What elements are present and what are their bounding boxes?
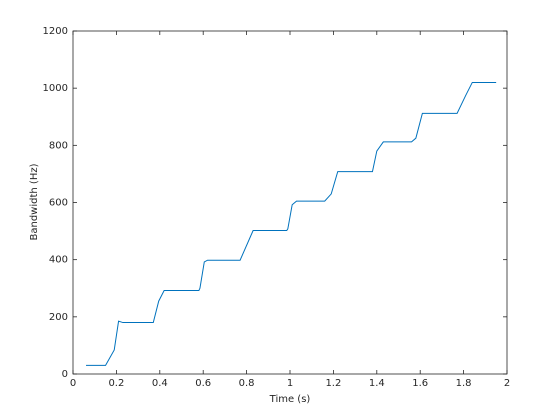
y-tick-label: 1000 (43, 83, 68, 94)
x-tick-label: 0 (70, 378, 76, 389)
y-axis-label: Bandwidth (Hz) (29, 163, 40, 240)
x-axis-label: Time (s) (269, 394, 311, 405)
y-tick-label: 0 (62, 369, 68, 380)
x-tick-label: 1.8 (456, 378, 472, 389)
x-tick-label: 1.4 (369, 378, 385, 389)
y-tick-label: 1200 (43, 26, 68, 37)
x-tick-label: 2 (504, 378, 510, 389)
y-tick-label: 800 (49, 140, 68, 151)
x-tick-label: 0.4 (152, 378, 168, 389)
data-line (86, 81, 497, 366)
x-tick-label: 1.2 (325, 378, 341, 389)
x-tick-label: 1.6 (412, 378, 428, 389)
x-tick-label: 0.8 (239, 378, 255, 389)
plot-area (72, 30, 508, 375)
x-tick-label: 1 (287, 378, 293, 389)
y-tick-label: 600 (49, 198, 68, 209)
y-tick-label: 400 (49, 255, 68, 266)
x-tick-label: 0.6 (195, 378, 211, 389)
x-tick-label: 0.2 (108, 378, 124, 389)
y-tick-label: 200 (49, 312, 68, 323)
